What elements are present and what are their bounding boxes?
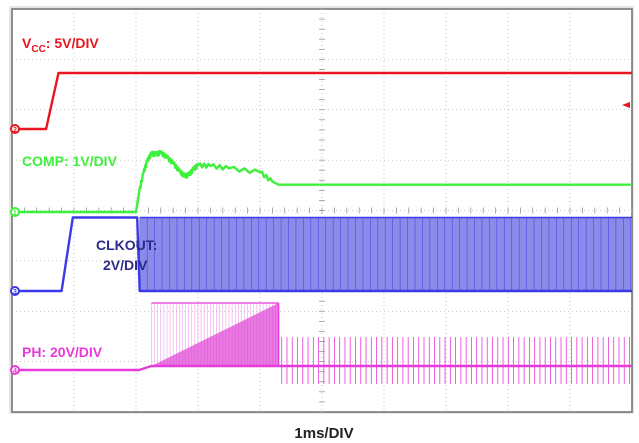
ph-marker-number: 4 [13, 368, 17, 375]
traces [12, 71, 632, 384]
comp-channel-marker: 1 [10, 207, 20, 217]
vcc-channel-marker: 2 [10, 124, 20, 134]
channel-markers: 2 1 3 4 [10, 124, 20, 375]
clkout-switching-fill [139, 217, 632, 291]
clkout-marker-number: 3 [13, 289, 17, 296]
clkout-marker-circle [10, 286, 20, 296]
trace-labels: VCC: 5V/DIV COMP: 1V/DIV CLKOUT: 2V/DIV … [22, 35, 157, 360]
vcc-label-sub: CC [31, 44, 45, 55]
clkout-label-line1: CLKOUT: [96, 237, 157, 253]
vcc-label-rest: : 5V/DIV [46, 35, 100, 51]
vcc-label: VCC: 5V/DIV [22, 35, 99, 55]
ph-channel-marker: 4 [10, 365, 20, 375]
trigger-arrow [622, 102, 630, 108]
comp-label: COMP: 1V/DIV [22, 153, 118, 169]
vcc-trace-line [12, 71, 632, 131]
comp-marker-number: 1 [13, 210, 17, 217]
vcc-label-main: V [22, 35, 32, 51]
ph-trace-line [12, 364, 632, 372]
ph-ramp-fill [151, 303, 279, 366]
comp-marker-circle [10, 207, 20, 217]
time-base-label: 1ms/DIV [294, 425, 353, 442]
ph-marker-circle [10, 365, 20, 375]
clkout-trace-line [12, 216, 632, 293]
trigger-arrow-icon [622, 102, 630, 108]
ph-label: PH: 20V/DIV [22, 344, 103, 360]
comp-trace-line [12, 149, 632, 214]
vcc-marker-number: 2 [13, 127, 17, 134]
clkout-channel-marker: 3 [10, 286, 20, 296]
vcc-marker-circle [10, 124, 20, 134]
clkout-label-line2: 2V/DIV [103, 257, 148, 273]
